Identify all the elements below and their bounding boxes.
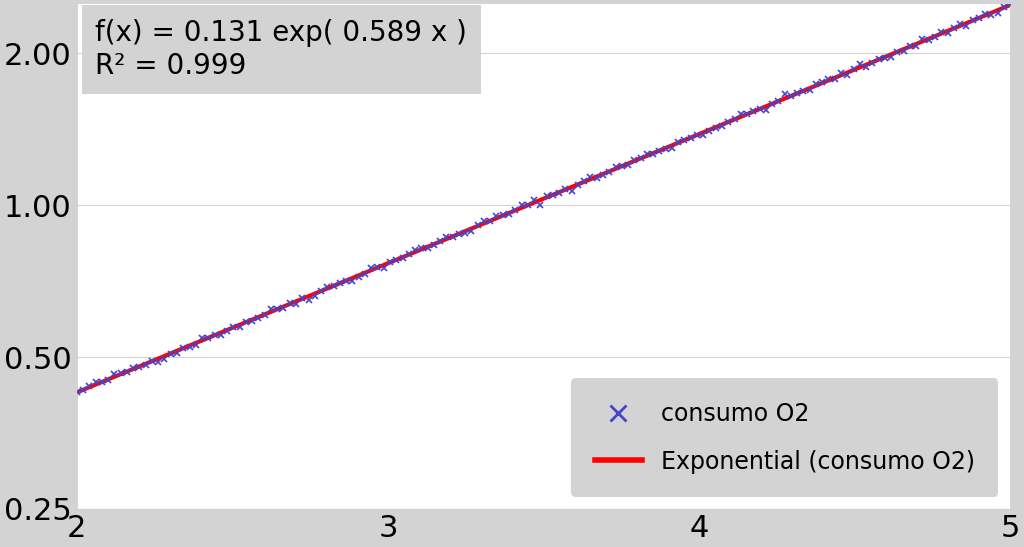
Text: f(x) = 0.131 exp( 0.589 x )
R² = 0.999: f(x) = 0.131 exp( 0.589 x ) R² = 0.999	[95, 19, 467, 80]
Legend: consumo O2, Exponential (consumo O2): consumo O2, Exponential (consumo O2)	[571, 379, 998, 497]
